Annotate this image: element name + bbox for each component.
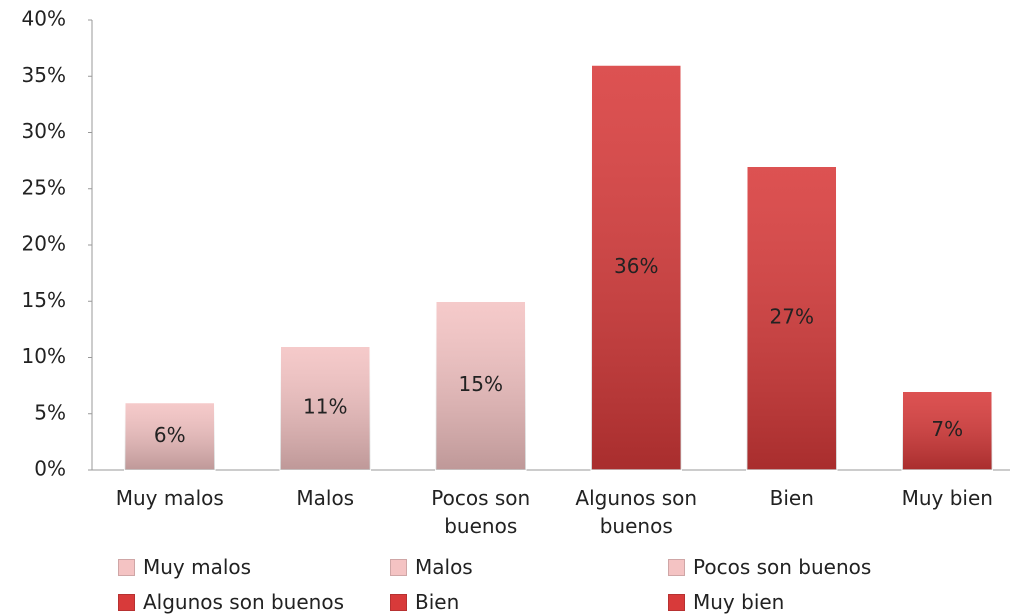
bar-shade	[902, 391, 993, 470]
data-label: 6%	[154, 423, 186, 447]
data-label: 36%	[614, 254, 658, 278]
legend-label: Muy bien	[693, 590, 785, 614]
legend-swatch	[390, 558, 407, 576]
x-tick-label: Algunos son buenos	[575, 486, 698, 538]
legend-swatch	[390, 593, 407, 611]
y-tick-label: 0%	[34, 457, 66, 481]
bar-shade	[435, 301, 526, 470]
y-tick-label: 25%	[22, 175, 66, 199]
x-tick-label: Pocos son buenos	[431, 486, 531, 538]
legend-label: Pocos son buenos	[693, 555, 872, 579]
legend-label: Algunos son buenos	[143, 590, 344, 614]
x-tick-label: Muy malos	[115, 486, 224, 510]
legend-label: Bien	[415, 590, 460, 614]
data-label: 11%	[303, 395, 347, 419]
legend-swatch	[668, 558, 685, 576]
x-tick-label: Malos	[296, 486, 355, 510]
data-label: 27%	[770, 305, 814, 329]
legend-label: Muy malos	[143, 555, 252, 579]
legend-item: Malos	[390, 553, 473, 581]
x-tick-label: Bien	[769, 486, 814, 510]
legend-item: Muy bien	[668, 588, 784, 615]
legend-swatch	[118, 593, 135, 611]
legend-label: Malos	[415, 555, 473, 579]
y-tick-label: 30%	[22, 119, 66, 143]
x-tick-label: Muy bien	[901, 486, 993, 510]
y-tick-label: 35%	[22, 63, 66, 87]
y-tick-label: 5%	[34, 400, 66, 424]
bar-shade	[124, 402, 215, 470]
legend-item: Muy malos	[118, 553, 251, 581]
legend-item: Pocos son buenos	[668, 553, 871, 581]
legend-item: Bien	[390, 588, 459, 615]
bar-shade	[591, 65, 682, 470]
legend-swatch	[118, 558, 135, 576]
y-tick-label: 15%	[22, 288, 66, 312]
y-tick-label: 10%	[22, 344, 66, 368]
data-label: 7%	[931, 417, 963, 441]
legend-swatch	[668, 593, 685, 611]
data-label: 15%	[459, 372, 503, 396]
bar-shade	[746, 166, 837, 470]
legend-item: Algunos son buenos	[118, 588, 344, 615]
bar-shade	[280, 346, 371, 470]
y-tick-label: 20%	[22, 232, 66, 256]
y-tick-label: 40%	[22, 7, 66, 31]
